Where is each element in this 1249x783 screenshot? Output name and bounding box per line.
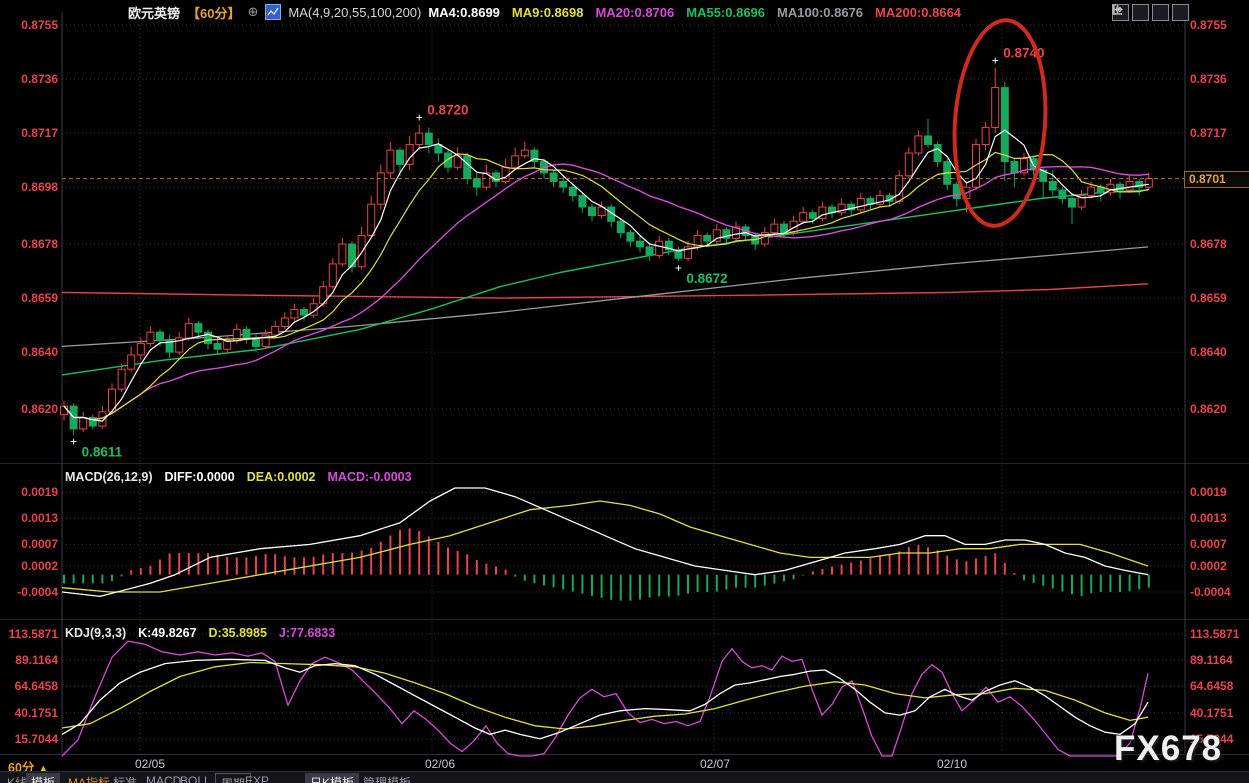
kdj-value: K:49.8267 <box>138 626 197 640</box>
toolbar-item[interactable]: MA指标 <box>68 776 111 783</box>
candlestick-series <box>60 67 1153 435</box>
symbol-name: 欧元英镑 <box>128 5 181 21</box>
ma-value: MA55:0.8696 <box>686 4 766 20</box>
toolbar-item[interactable]: MACD <box>146 774 182 783</box>
ma-value: MA20:0.8706 <box>595 4 675 20</box>
expand-arrow-icon: ▲ <box>37 763 49 775</box>
gridlines <box>62 24 1185 753</box>
ma-group-label: MA(4,9,20,55,100,200) <box>288 4 422 20</box>
date-tick: 02/10 <box>936 757 968 771</box>
extreme-price-label: 0.8611 <box>82 445 123 460</box>
ma-value: MA9:0.8698 <box>511 4 584 20</box>
axis-scale-left-icon[interactable] <box>1113 4 1149 21</box>
extreme-cross-marker: + <box>992 54 999 68</box>
macd-value: MACD:-0.0003 <box>327 470 412 484</box>
extreme-cross-marker: + <box>675 261 682 275</box>
date-tick: 02/05 <box>134 757 166 771</box>
date-tick: 02/07 <box>699 757 731 771</box>
ma-value: MA100:0.8676 <box>777 4 864 20</box>
toolbar-item[interactable]: 管理模板 <box>363 776 412 783</box>
kdj-value: J:77.6833 <box>278 626 336 640</box>
candlestick-chart-icon[interactable] <box>265 4 282 20</box>
chart-titlebar: 欧元英镑 【60分】 ⊕ MA(4,9,20,55,100,200) MA4:0… <box>128 3 973 21</box>
macd-value: DEA:0.0002 <box>246 470 316 484</box>
extreme-price-label: 0.8720 <box>427 103 468 118</box>
interval-badge[interactable]: 【60分】 <box>187 5 241 21</box>
toolbar-item[interactable]: 周期 <box>215 773 252 783</box>
toolbar-item[interactable]: K线 <box>7 776 28 783</box>
toolbar-item[interactable]: EXP <box>245 774 270 783</box>
toolbar-item[interactable]: 日K模板 <box>305 773 360 783</box>
chart-tool-icons <box>1112 4 1189 21</box>
ma-value: MA4:0.8699 <box>428 4 500 20</box>
kdj-label: KDJ(9,3,3) <box>65 626 127 640</box>
collapse-panel-icon[interactable] <box>1112 4 1189 21</box>
pane-divider <box>0 463 1249 464</box>
kdj-pane-header: KDJ(9,3,3) K:49.8267 D:35.8985 J:77.6833 <box>65 626 347 640</box>
highlight-circle-annotation <box>952 18 1048 228</box>
extreme-cross-marker: + <box>70 435 77 449</box>
macd-label: MACD(26,12,9) <box>65 470 153 484</box>
pane-divider <box>0 619 1249 620</box>
macd-histogram <box>63 528 1150 601</box>
axis-divider <box>0 754 1249 755</box>
ma-value: MA200:0.8664 <box>875 4 962 20</box>
toolbar-item[interactable]: 标准 <box>113 776 138 783</box>
kdj-value: D:35.8985 <box>208 626 267 640</box>
fx678-watermark: FX678 <box>1114 729 1223 768</box>
kdj-values: K:49.8267 D:35.8985 J:77.6833 <box>138 626 347 640</box>
extreme-price-label: 0.8672 <box>686 271 727 286</box>
ma-values: MA4:0.8699 MA9:0.8698 MA20:0.8706 MA55:0.86… <box>428 5 973 20</box>
extreme-cross-marker: + <box>416 111 423 125</box>
axis-scale-right-icon[interactable] <box>1113 4 1169 21</box>
current-price-tag: 0.8701 <box>1184 170 1249 188</box>
macd-values: DIFF:0.0000 DEA:0.0002 MACD:-0.0003 <box>165 470 424 484</box>
toolbar-item[interactable]: 模板 <box>26 773 61 783</box>
date-tick: 02/06 <box>424 757 456 771</box>
macd-pane-header: MACD(26,12,9) DIFF:0.0000 DEA:0.0002 MACD:… <box>65 470 424 484</box>
add-compare-icon[interactable]: ⊕ <box>247 4 259 19</box>
macd-value: DIFF:0.0000 <box>164 470 235 484</box>
toolbar-item[interactable]: BOLL <box>180 774 211 783</box>
